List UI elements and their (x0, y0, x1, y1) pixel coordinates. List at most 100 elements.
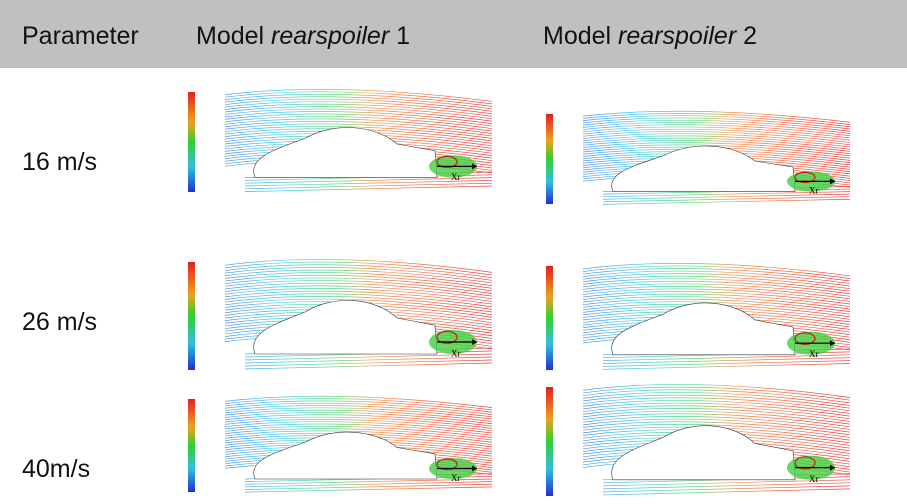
color-bar (188, 399, 195, 492)
model-suffix: 1 (396, 22, 411, 50)
streamline (224, 405, 492, 418)
streamline (602, 360, 850, 367)
streamline (582, 126, 850, 139)
streamline (582, 402, 850, 417)
streamline (582, 280, 850, 295)
streamline (224, 412, 492, 425)
color-bar (546, 387, 553, 496)
streamline (244, 353, 492, 361)
streamline (224, 264, 492, 279)
streamline (582, 278, 850, 292)
streamline (582, 119, 850, 132)
streamline (582, 122, 850, 134)
streamline (224, 285, 492, 300)
streamline (582, 405, 850, 420)
streamline (582, 416, 850, 430)
streamline (224, 395, 492, 408)
streamline (224, 106, 492, 120)
streamline (582, 408, 850, 422)
streamline (224, 116, 492, 129)
streamline (582, 140, 850, 152)
streamline (224, 101, 492, 115)
streamline (224, 261, 492, 276)
streamline (224, 108, 492, 122)
streamline (602, 488, 850, 496)
row-label: 16 m/s (22, 148, 98, 176)
streamline (582, 133, 850, 146)
header-cell: Model rearspoiler 2 (543, 22, 757, 51)
vortex (794, 171, 816, 184)
vortex (436, 330, 458, 344)
model-suffix: 2 (743, 22, 758, 50)
streamline (582, 286, 850, 300)
flow-image: Xr (188, 259, 492, 370)
streamline (582, 131, 850, 143)
streamline (224, 416, 492, 429)
streamline (602, 354, 850, 361)
streamline (582, 293, 850, 307)
streamline (224, 421, 492, 434)
flow-image: Xr (188, 88, 492, 192)
row-label: 40m/s (22, 455, 91, 483)
streamline (582, 128, 850, 141)
streamline (602, 193, 850, 200)
streamline (582, 288, 850, 302)
xr-label: Xr (451, 473, 461, 483)
xr-label: Xr (451, 172, 461, 182)
header-bar (0, 0, 907, 68)
streamline (224, 288, 492, 302)
streamline (224, 269, 492, 284)
streamline (224, 430, 492, 443)
vortex (794, 332, 816, 345)
streamline (224, 121, 492, 134)
streamline (244, 356, 492, 364)
streamline (244, 483, 492, 490)
streamline (602, 482, 850, 490)
streamline (224, 118, 492, 132)
streamline (224, 274, 492, 289)
streamline (582, 265, 850, 279)
streamline (244, 478, 492, 485)
streamline (582, 413, 850, 428)
header-cell: Parameter (22, 22, 139, 50)
car-body (253, 127, 438, 178)
streamline (582, 273, 850, 287)
streamline (582, 270, 850, 284)
car-body (611, 302, 796, 356)
arrow-head (830, 464, 835, 471)
arrow-head (830, 178, 835, 185)
streamline (582, 389, 850, 404)
streamline (582, 283, 850, 297)
streamline (582, 117, 850, 130)
streamline (224, 267, 492, 281)
xr-label: Xr (809, 349, 819, 359)
streamline (224, 103, 492, 117)
flow-image: Xr (188, 395, 492, 493)
streamline (224, 277, 492, 292)
model-name: rearspoiler (271, 22, 390, 50)
streamline (224, 280, 492, 294)
streamline (602, 485, 850, 493)
model-prefix: Model (543, 22, 612, 50)
streamline (582, 397, 850, 412)
streamline (244, 182, 492, 190)
streamline (244, 481, 492, 488)
streamline (224, 91, 492, 105)
color-bar (546, 114, 553, 204)
streamline (224, 425, 492, 438)
streamline (582, 384, 850, 398)
streamline (582, 268, 850, 282)
streamline (582, 424, 850, 438)
arrow-head (472, 465, 477, 472)
streamline (582, 418, 850, 433)
streamline (582, 400, 850, 414)
flow-image: Xr (546, 263, 850, 370)
streamline (582, 298, 850, 312)
arrow-head (472, 163, 477, 170)
vortex (436, 155, 458, 169)
xr-label: Xr (809, 474, 819, 484)
streamline (244, 180, 492, 187)
streamline (602, 357, 850, 364)
xr-label: Xr (451, 348, 461, 358)
